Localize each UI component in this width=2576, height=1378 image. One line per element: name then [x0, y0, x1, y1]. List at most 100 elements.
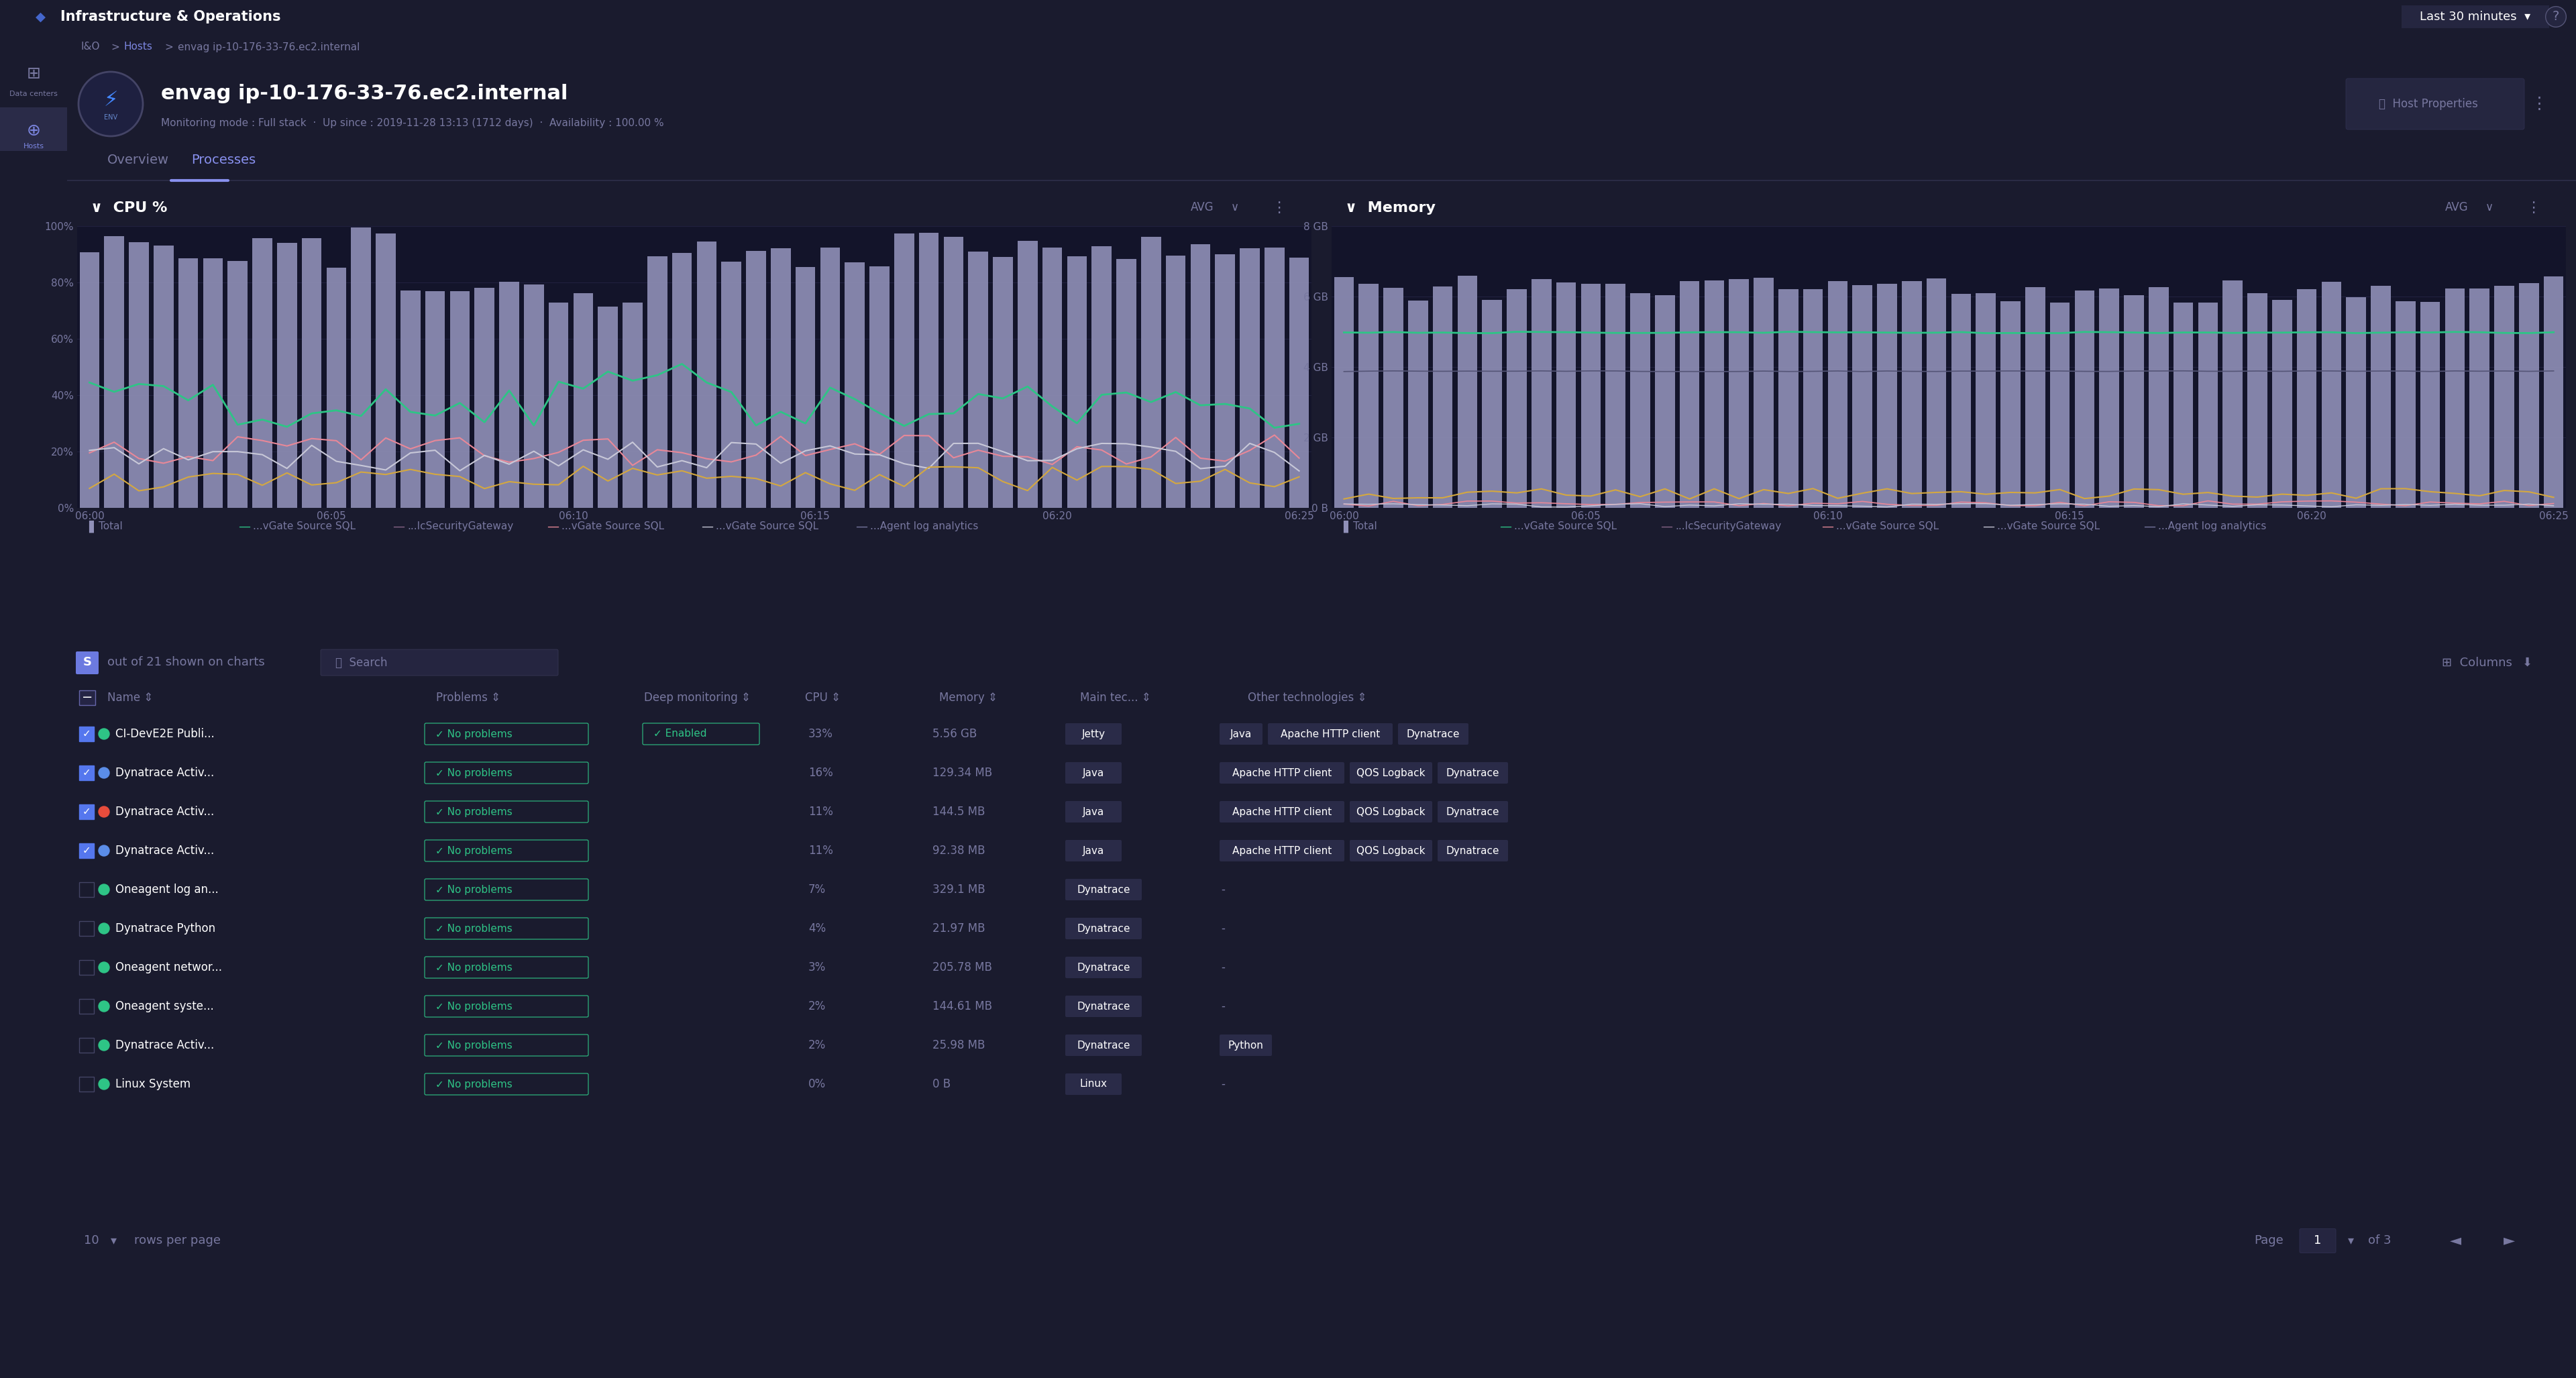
Bar — [2519, 282, 2540, 508]
Text: ∨  Memory: ∨ Memory — [1345, 201, 1435, 215]
Text: of 3: of 3 — [2367, 1235, 2391, 1247]
Bar — [1556, 282, 1577, 508]
Bar — [1092, 245, 1110, 508]
FancyBboxPatch shape — [1066, 723, 1121, 744]
Text: ✓ No problems: ✓ No problems — [435, 1040, 513, 1050]
Bar — [278, 243, 296, 508]
FancyBboxPatch shape — [1437, 801, 1507, 823]
Text: Oneagent log an...: Oneagent log an... — [116, 883, 219, 896]
Bar — [327, 267, 345, 508]
Text: Infrastructure & Operations: Infrastructure & Operations — [59, 10, 281, 23]
FancyBboxPatch shape — [1437, 841, 1507, 861]
Bar — [474, 288, 495, 508]
Text: ✓: ✓ — [82, 729, 90, 739]
Text: 11%: 11% — [809, 845, 832, 857]
Bar — [2246, 294, 2267, 508]
Circle shape — [98, 806, 108, 817]
Text: 📄  Host Properties: 📄 Host Properties — [2378, 98, 2478, 110]
Bar — [1728, 280, 1749, 508]
Text: ✓ No problems: ✓ No problems — [435, 962, 513, 973]
Text: I&O: I&O — [80, 41, 100, 52]
Text: ⋮: ⋮ — [2530, 96, 2548, 112]
Bar — [80, 843, 93, 858]
Text: ✓ No problems: ✓ No problems — [435, 923, 513, 933]
Bar — [376, 233, 397, 508]
Bar — [1507, 289, 1528, 508]
Circle shape — [98, 923, 108, 934]
Circle shape — [98, 1040, 108, 1050]
Bar — [1043, 248, 1061, 508]
Bar — [2223, 280, 2244, 508]
Text: —: — — [1662, 521, 1672, 532]
Bar — [1265, 247, 1285, 508]
Text: Java: Java — [1082, 846, 1105, 856]
Text: 7%: 7% — [809, 883, 827, 896]
Bar — [2002, 300, 2020, 508]
Text: >: > — [165, 41, 173, 52]
Text: ∨: ∨ — [1231, 201, 1239, 214]
Text: 205.78 MB: 205.78 MB — [933, 962, 992, 973]
Text: ▾: ▾ — [2347, 1235, 2354, 1247]
Text: Jetty: Jetty — [1082, 729, 1105, 739]
Text: 10: 10 — [85, 1235, 98, 1247]
Bar — [204, 258, 222, 508]
Bar — [1705, 281, 1723, 508]
Bar — [1605, 284, 1625, 508]
Bar — [80, 805, 93, 819]
Bar — [549, 302, 569, 508]
FancyBboxPatch shape — [1350, 841, 1432, 861]
Bar — [2396, 302, 2416, 508]
Text: ENV: ENV — [103, 114, 118, 121]
Bar — [747, 251, 765, 508]
Bar — [992, 258, 1012, 508]
Text: ✓: ✓ — [82, 768, 90, 779]
Text: —: — — [392, 521, 404, 532]
Text: 3%: 3% — [809, 962, 827, 973]
Bar — [2543, 276, 2563, 508]
Text: ►: ► — [2504, 1235, 2514, 1247]
Text: ▐: ▐ — [85, 520, 93, 532]
Text: Hosts: Hosts — [23, 143, 44, 150]
Text: Oneagent networ...: Oneagent networ... — [116, 962, 222, 973]
Text: Dynatrace Activ...: Dynatrace Activ... — [116, 1039, 214, 1051]
Bar — [920, 233, 938, 508]
Text: 92.38 MB: 92.38 MB — [933, 845, 984, 857]
Bar — [129, 243, 149, 508]
Bar — [721, 262, 742, 508]
Bar — [1167, 255, 1185, 508]
Text: 0%: 0% — [809, 1078, 827, 1090]
FancyBboxPatch shape — [1066, 1035, 1141, 1056]
Text: Last 30 minutes  ▾: Last 30 minutes ▾ — [2419, 11, 2530, 23]
Bar — [2298, 289, 2316, 508]
Bar — [647, 256, 667, 508]
Bar — [574, 294, 592, 508]
Text: ⋮: ⋮ — [2524, 201, 2540, 215]
Text: Dynatrace: Dynatrace — [1077, 923, 1131, 933]
Text: 329.1 MB: 329.1 MB — [933, 883, 984, 896]
Text: ◆: ◆ — [36, 11, 46, 23]
Text: Hosts: Hosts — [124, 41, 152, 52]
Text: Overview: Overview — [108, 153, 170, 167]
Text: Dynatrace: Dynatrace — [1077, 885, 1131, 894]
Text: Dynatrace Activ...: Dynatrace Activ... — [116, 845, 214, 857]
Text: ✓ No problems: ✓ No problems — [435, 729, 513, 739]
Bar — [672, 254, 693, 508]
FancyBboxPatch shape — [1267, 723, 1394, 744]
Bar — [1654, 295, 1674, 508]
Text: ...vGate Source SQL: ...vGate Source SQL — [1996, 521, 2099, 532]
Text: —: — — [1984, 521, 1994, 532]
Text: Dynatrace: Dynatrace — [1445, 806, 1499, 817]
Text: 144.61 MB: 144.61 MB — [933, 1000, 992, 1013]
Bar — [1115, 259, 1136, 508]
Bar — [80, 882, 93, 897]
Text: Java: Java — [1231, 729, 1252, 739]
Bar — [2321, 282, 2342, 508]
Text: Linux: Linux — [1079, 1079, 1108, 1089]
Text: out of 21 shown on charts: out of 21 shown on charts — [108, 656, 265, 668]
Bar — [523, 284, 544, 508]
Bar — [2421, 302, 2439, 508]
FancyBboxPatch shape — [1066, 879, 1141, 900]
Text: 16%: 16% — [809, 766, 832, 779]
FancyBboxPatch shape — [1399, 723, 1468, 744]
Text: 1: 1 — [2313, 1235, 2321, 1247]
